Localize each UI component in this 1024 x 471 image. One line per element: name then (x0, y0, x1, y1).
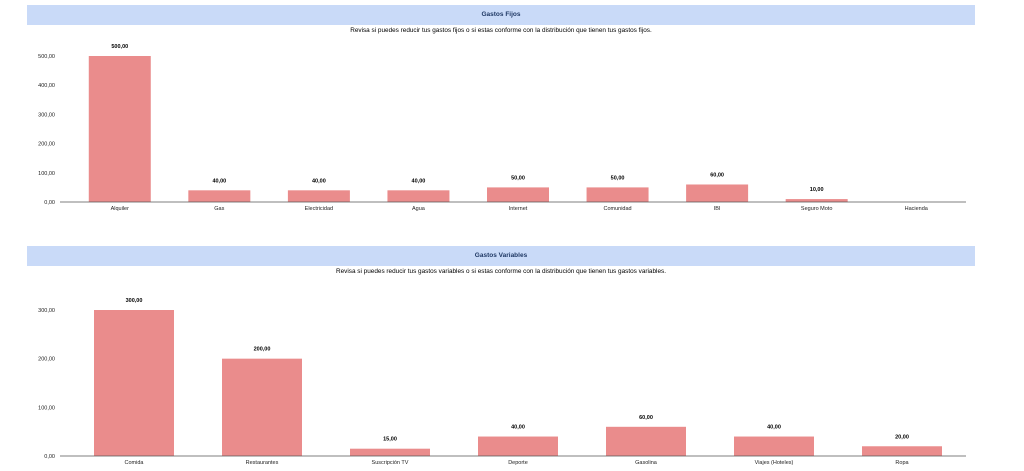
data-label: 300,00 (126, 298, 143, 304)
data-label: 15,00 (383, 437, 397, 443)
x-tick-label: Internet (509, 206, 528, 212)
x-tick-label: Alquiler (111, 206, 130, 212)
bar (188, 190, 251, 202)
chart-1-title: Gastos Fijos (27, 5, 975, 25)
y-tick-label: 500,00 (38, 54, 55, 60)
x-tick-label: Comunidad (603, 206, 631, 212)
y-tick-label: 200,00 (38, 357, 55, 363)
data-label: 40,00 (312, 178, 326, 184)
x-tick-label: Electricidad (305, 206, 333, 212)
bar (862, 446, 942, 456)
y-tick-label: 0,00 (44, 454, 55, 460)
x-tick-label: Comida (125, 460, 145, 466)
bar (487, 187, 549, 202)
bar (586, 187, 649, 202)
data-label: 200,00 (254, 347, 271, 353)
data-label: 40,00 (511, 425, 525, 431)
bar (785, 199, 848, 202)
x-tick-label: Gasolina (635, 460, 658, 466)
x-tick-label: Agua (412, 206, 426, 212)
y-tick-label: 200,00 (38, 142, 55, 148)
data-label: 40,00 (212, 178, 226, 184)
data-label: 40,00 (767, 425, 781, 431)
x-tick-label: Hacienda (905, 206, 929, 212)
x-tick-label: Deporte (508, 460, 528, 466)
chart-2-title: Gastos Variables (27, 246, 975, 266)
chart-2-subtitle: Revisa si puedes reducir tus gastos vari… (335, 268, 666, 275)
x-tick-label: Gas (214, 206, 224, 212)
bar (287, 190, 350, 202)
data-label: 20,00 (895, 434, 909, 440)
bar (350, 448, 430, 456)
chart-1-subtitle: Revisa si puedes reducir tus gastos fijo… (350, 27, 652, 34)
data-label: 500,00 (111, 44, 128, 50)
y-tick-label: 100,00 (38, 405, 55, 411)
x-tick-label: Viajes (Hoteles) (755, 460, 794, 466)
data-label: 10,00 (810, 187, 824, 193)
y-tick-label: 100,00 (38, 171, 55, 177)
y-tick-label: 300,00 (38, 308, 55, 314)
data-label: 60,00 (710, 172, 724, 178)
bar (686, 184, 749, 202)
bar (606, 426, 686, 456)
y-tick-label: 0,00 (44, 200, 55, 206)
data-label: 40,00 (412, 178, 426, 184)
bar (222, 358, 302, 456)
y-tick-label: 300,00 (38, 112, 55, 118)
data-label: 60,00 (639, 415, 653, 421)
bar (734, 436, 814, 456)
x-tick-label: Ropa (895, 460, 909, 466)
y-tick-label: 400,00 (38, 83, 55, 89)
x-tick-label: Seguro Moto (801, 206, 833, 212)
x-tick-label: Suscripción TV (372, 460, 409, 466)
chart-1-plot: 0,00 100,00 200,00 300,00 400,00 500,00 500,00… (38, 44, 966, 212)
x-tick-label: IBI (714, 206, 721, 212)
x-tick-label: Restaurantes (246, 460, 279, 466)
bar (478, 436, 558, 456)
data-label: 50,00 (611, 175, 625, 181)
bar (94, 310, 174, 456)
bar (88, 56, 151, 202)
bar (387, 190, 450, 202)
data-label: 50,00 (511, 175, 525, 181)
